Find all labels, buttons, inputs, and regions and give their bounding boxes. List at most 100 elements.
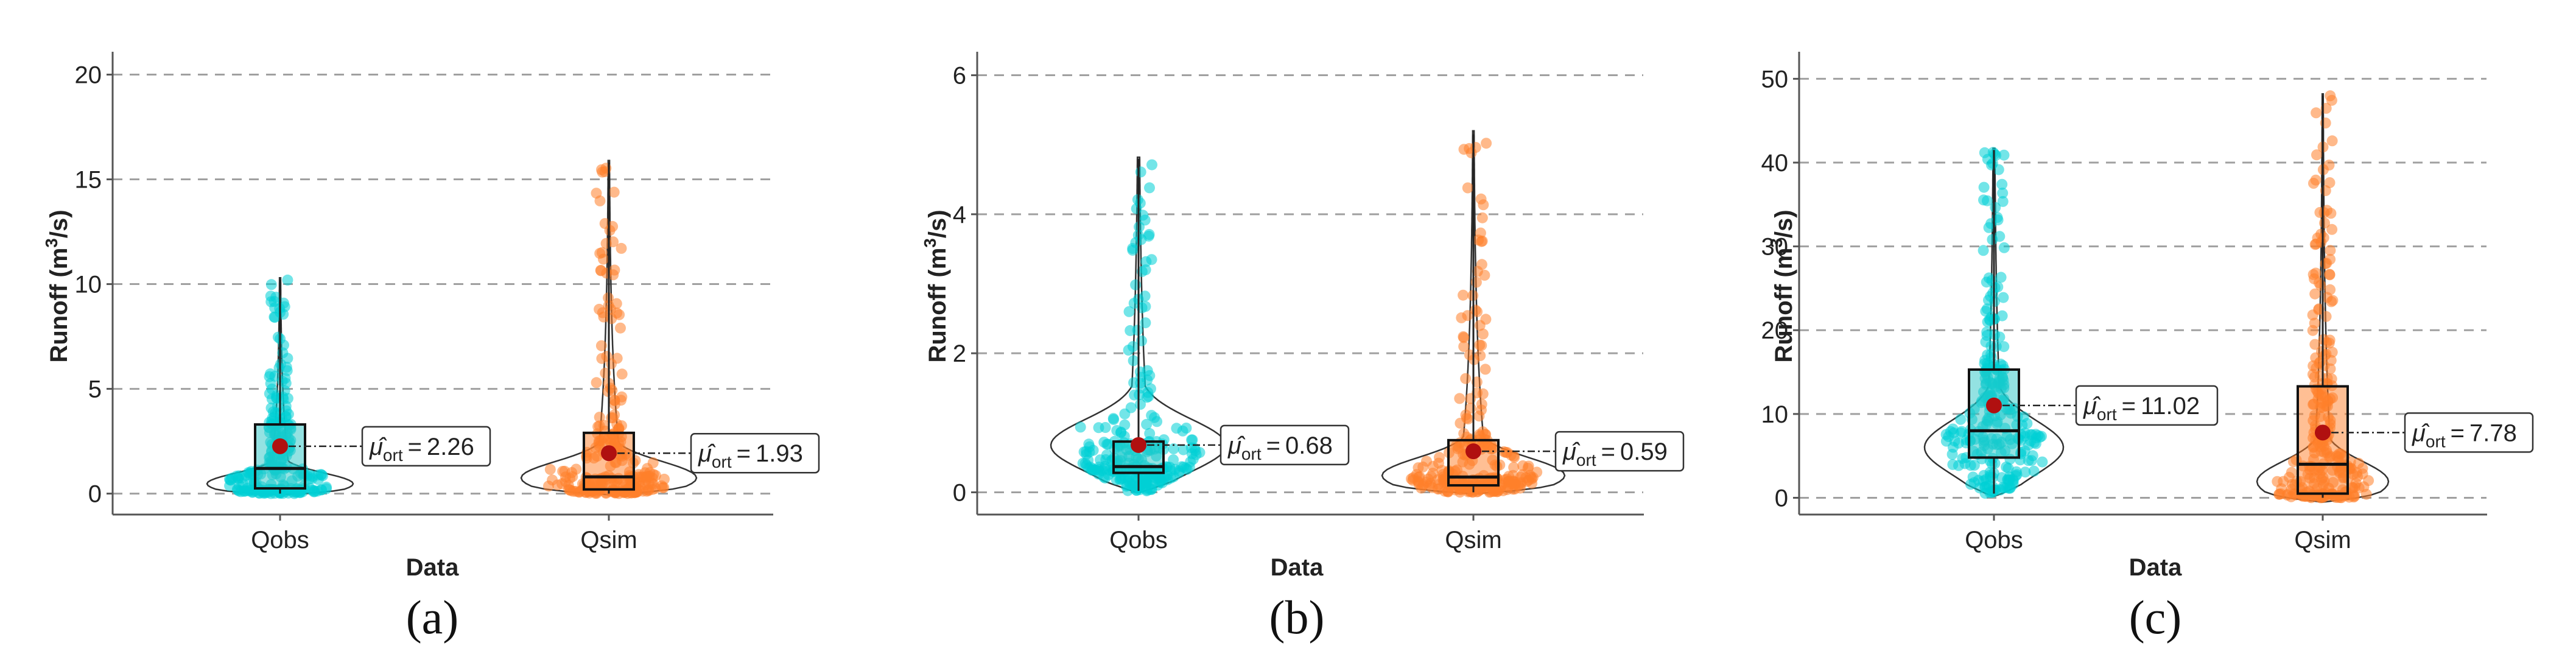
mean-label-equals: =	[737, 440, 751, 467]
data-point	[1477, 426, 1489, 438]
y-tick-label: 10	[75, 272, 102, 298]
x-tick-label: Qsim	[1445, 527, 1501, 554]
data-point	[1996, 178, 2008, 190]
mean-marker	[601, 445, 617, 462]
data-point	[2325, 245, 2336, 256]
y-axis-label: Runoff (m3/s)	[1767, 209, 1797, 362]
data-point	[1478, 199, 1489, 211]
mean-label-equals: =	[2451, 420, 2465, 446]
data-point	[1139, 290, 1151, 302]
box-qobs	[1968, 368, 2020, 459]
data-point	[1149, 412, 1160, 423]
data-point	[1997, 188, 2009, 199]
data-point	[2309, 288, 2321, 300]
data-point	[607, 220, 619, 232]
mean-label: μ̂ort = 2.26	[369, 434, 474, 465]
data-point	[595, 340, 607, 351]
mean-label-value: 7.78	[2469, 420, 2517, 446]
data-point	[2325, 253, 2336, 265]
data-point	[2315, 228, 2327, 240]
data-point	[1458, 341, 1470, 352]
data-point	[1994, 331, 2006, 343]
y-axis-label-main: Runoff (m	[924, 248, 951, 363]
mean-label-equals: =	[408, 434, 422, 460]
data-point	[1501, 473, 1513, 485]
mean-label-box	[2075, 385, 2219, 426]
mean-label-equals: =	[2122, 393, 2136, 420]
data-point	[1465, 147, 1477, 158]
data-point	[1137, 209, 1149, 221]
data-point	[1945, 426, 1956, 437]
data-point	[1145, 383, 1156, 395]
data-point	[1982, 349, 1993, 360]
data-point	[1990, 484, 2002, 496]
data-point	[564, 473, 576, 484]
data-point	[608, 236, 619, 248]
data-point	[1130, 237, 1142, 248]
data-point	[1515, 471, 1526, 483]
data-point	[265, 279, 277, 290]
data-point	[1454, 393, 1465, 404]
data-point	[648, 469, 659, 480]
data-point	[1987, 158, 1998, 169]
data-point	[2309, 273, 2320, 284]
data-point	[1087, 464, 1098, 476]
data-point	[2020, 466, 2031, 478]
y-axis-label-main: Runoff (m	[1771, 248, 1797, 363]
data-point	[272, 331, 284, 343]
data-point	[269, 312, 281, 323]
mean-label-box	[361, 426, 491, 467]
data-point	[1998, 341, 2010, 353]
data-point	[1965, 479, 1976, 490]
x-tick-label: Qobs	[1109, 527, 1168, 554]
data-point	[656, 480, 667, 491]
data-point	[2320, 118, 2331, 128]
data-point	[594, 195, 606, 206]
data-point	[1125, 325, 1136, 336]
data-point	[1130, 482, 1142, 494]
mean-label-box	[1554, 431, 1685, 472]
data-point	[2314, 206, 2326, 218]
data-point	[1978, 181, 1990, 193]
data-point	[609, 409, 620, 421]
data-point	[1956, 426, 1967, 437]
box-qobs	[254, 423, 306, 490]
data-point	[1176, 461, 1187, 473]
data-point	[2276, 483, 2287, 494]
mean-label-value: 1.93	[756, 440, 803, 467]
data-point	[242, 482, 253, 494]
data-point	[1462, 413, 1474, 424]
data-point	[606, 358, 617, 370]
data-point	[2327, 295, 2339, 306]
data-point	[616, 242, 627, 254]
data-point	[1087, 445, 1099, 456]
data-point	[264, 388, 275, 399]
data-point	[1983, 272, 1995, 284]
data-point	[1464, 349, 1475, 360]
mean-marker	[1465, 443, 1481, 460]
data-point	[1154, 476, 1165, 488]
data-point	[1477, 388, 1489, 399]
data-point	[1965, 460, 1976, 471]
mean-label-equals: =	[1266, 432, 1280, 459]
data-point	[2309, 317, 2320, 329]
y-tick-label: 2	[953, 340, 966, 367]
data-point	[1186, 434, 1198, 446]
y-axis-label-main: Runoff (m	[46, 248, 72, 363]
y-axis-label-end: /s)	[1771, 209, 1797, 238]
data-point	[2018, 411, 2029, 423]
data-point	[1075, 421, 1086, 433]
data-point	[1144, 370, 1156, 381]
data-point	[1135, 166, 1146, 178]
data-point	[2010, 470, 2021, 482]
data-point	[1413, 462, 1424, 474]
data-point	[605, 303, 616, 315]
data-point	[1501, 484, 1513, 496]
data-point	[1955, 413, 1967, 425]
data-point	[2027, 450, 2038, 462]
data-point	[1473, 410, 1485, 422]
data-point	[2348, 490, 2359, 501]
data-point	[1123, 306, 1135, 317]
data-point	[1114, 474, 1126, 485]
